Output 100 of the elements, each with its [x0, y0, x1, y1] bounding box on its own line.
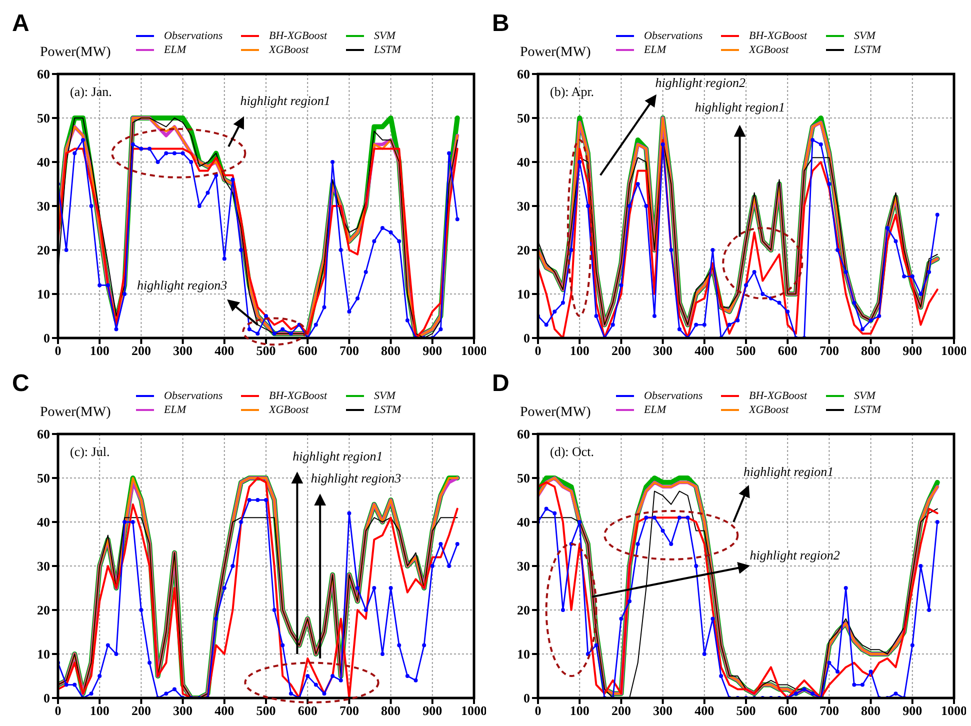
- y-tick-label: 60: [517, 66, 530, 82]
- legend-label: XGBoost: [749, 44, 789, 56]
- x-tick-label: 900: [422, 343, 442, 358]
- annotation: highlight region2: [750, 547, 840, 562]
- chart-title: C: [12, 370, 30, 398]
- x-tick-label: 400: [214, 703, 234, 718]
- x-tick-label: 400: [694, 703, 714, 718]
- x-tick-label: 500: [736, 343, 756, 358]
- legend-label: SVM: [374, 30, 396, 42]
- y-tick-label: 60: [37, 66, 50, 82]
- x-tick-label: 800: [381, 343, 401, 358]
- legend-label: LSTM: [374, 44, 401, 56]
- x-tick-label: 200: [611, 703, 631, 718]
- y-tick-label: 20: [517, 602, 530, 618]
- legend-label: Observations: [164, 30, 223, 42]
- x-tick-label: 700: [819, 703, 839, 718]
- y-tick-label: 20: [37, 602, 50, 618]
- legend-label: XGBoost: [269, 404, 309, 416]
- legend-label: ELM: [164, 404, 186, 416]
- x-tick-label: 100: [90, 343, 110, 358]
- y-tick-label: 30: [517, 558, 530, 574]
- y-tick-label: 40: [517, 154, 530, 170]
- legend-label: BH-XGBoost: [749, 30, 808, 42]
- x-tick-label: 100: [90, 703, 110, 718]
- y-axis-title: Power(MW): [40, 45, 111, 61]
- y-tick-label: 10: [37, 286, 50, 302]
- annotation: highlight region2: [655, 75, 746, 90]
- y-tick-label: 10: [517, 286, 530, 302]
- x-tick-label: 700: [339, 343, 359, 358]
- legend-label: ELM: [644, 404, 666, 416]
- legend-label: Observations: [644, 30, 703, 42]
- x-tick-label: 500: [256, 703, 276, 718]
- chart-title: B: [492, 10, 510, 38]
- y-tick-label: 20: [517, 242, 530, 258]
- x-tick-label: 400: [694, 343, 714, 358]
- x-tick-label: 800: [861, 343, 881, 358]
- annotation: highlight region3: [310, 470, 402, 486]
- x-tick-label: 200: [611, 343, 631, 358]
- y-tick-label: 40: [37, 154, 50, 170]
- x-tick-label: 800: [861, 703, 881, 718]
- y-tick-label: 10: [37, 646, 50, 662]
- x-tick-label: 900: [902, 703, 922, 718]
- chart-title: D: [492, 370, 510, 398]
- x-tick-label: 900: [902, 343, 922, 358]
- x-tick-label: 400: [214, 343, 234, 358]
- legend-label: SVM: [854, 30, 876, 42]
- chart-title: A: [12, 10, 30, 38]
- annotation: (d): Oct.: [550, 444, 594, 459]
- x-tick-label: 200: [131, 703, 151, 718]
- annotation: (c): Jul.: [70, 444, 110, 459]
- legend-label: LSTM: [374, 404, 401, 416]
- y-tick-label: 50: [37, 470, 50, 486]
- x-tick-label: 0: [54, 343, 62, 358]
- x-tick-label: 300: [173, 343, 193, 358]
- legend-label: BH-XGBoost: [269, 390, 328, 402]
- x-tick-label: 100: [570, 703, 590, 718]
- y-tick-label: 0: [524, 330, 530, 346]
- x-tick-label: 600: [298, 703, 318, 718]
- y-tick-label: 30: [37, 198, 50, 214]
- annotation: highlight region1: [694, 99, 785, 114]
- y-tick-label: 30: [517, 198, 530, 214]
- x-tick-label: 600: [778, 343, 798, 358]
- x-tick-label: 700: [339, 703, 359, 718]
- legend-label: BH-XGBoost: [749, 390, 808, 402]
- x-tick-label: 300: [653, 703, 673, 718]
- y-axis-title: Power(MW): [520, 405, 591, 421]
- annotation: highlight region1: [292, 448, 383, 464]
- x-tick-label: 700: [819, 343, 839, 358]
- legend-label: XGBoost: [749, 404, 789, 416]
- y-tick-label: 60: [517, 426, 530, 442]
- legend-label: LSTM: [854, 404, 881, 416]
- legend-label: ELM: [164, 44, 186, 56]
- x-tick-label: 0: [534, 343, 542, 358]
- x-tick-label: 0: [54, 703, 62, 718]
- legend-label: XGBoost: [269, 44, 309, 56]
- y-tick-label: 30: [37, 558, 50, 574]
- annotation: highlight region3: [137, 278, 228, 293]
- y-tick-label: 20: [37, 242, 50, 258]
- x-tick-label: 800: [381, 703, 401, 718]
- x-tick-label: 500: [736, 703, 756, 718]
- x-tick-label: 200: [131, 343, 151, 358]
- y-tick-label: 40: [37, 514, 50, 530]
- y-tick-label: 0: [44, 330, 50, 346]
- x-tick-label: 500: [256, 343, 276, 358]
- legend-label: ELM: [644, 44, 666, 56]
- y-tick-label: 0: [44, 690, 50, 706]
- legend-label: BH-XGBoost: [269, 30, 328, 42]
- legend-label: SVM: [854, 390, 876, 402]
- annotation: highlight region1: [744, 464, 834, 479]
- annotation: (a): Jan.: [70, 84, 112, 99]
- legend-label: SVM: [374, 390, 396, 402]
- y-tick-label: 50: [517, 110, 530, 126]
- legend-label: LSTM: [854, 44, 881, 56]
- y-tick-label: 0: [524, 690, 530, 706]
- x-tick-label: 0: [534, 703, 542, 718]
- x-tick-label: 900: [422, 703, 442, 718]
- y-tick-label: 60: [37, 426, 50, 442]
- x-tick-label: 100: [570, 343, 590, 358]
- x-tick-label: 600: [298, 343, 318, 358]
- x-tick-label: 600: [778, 703, 798, 718]
